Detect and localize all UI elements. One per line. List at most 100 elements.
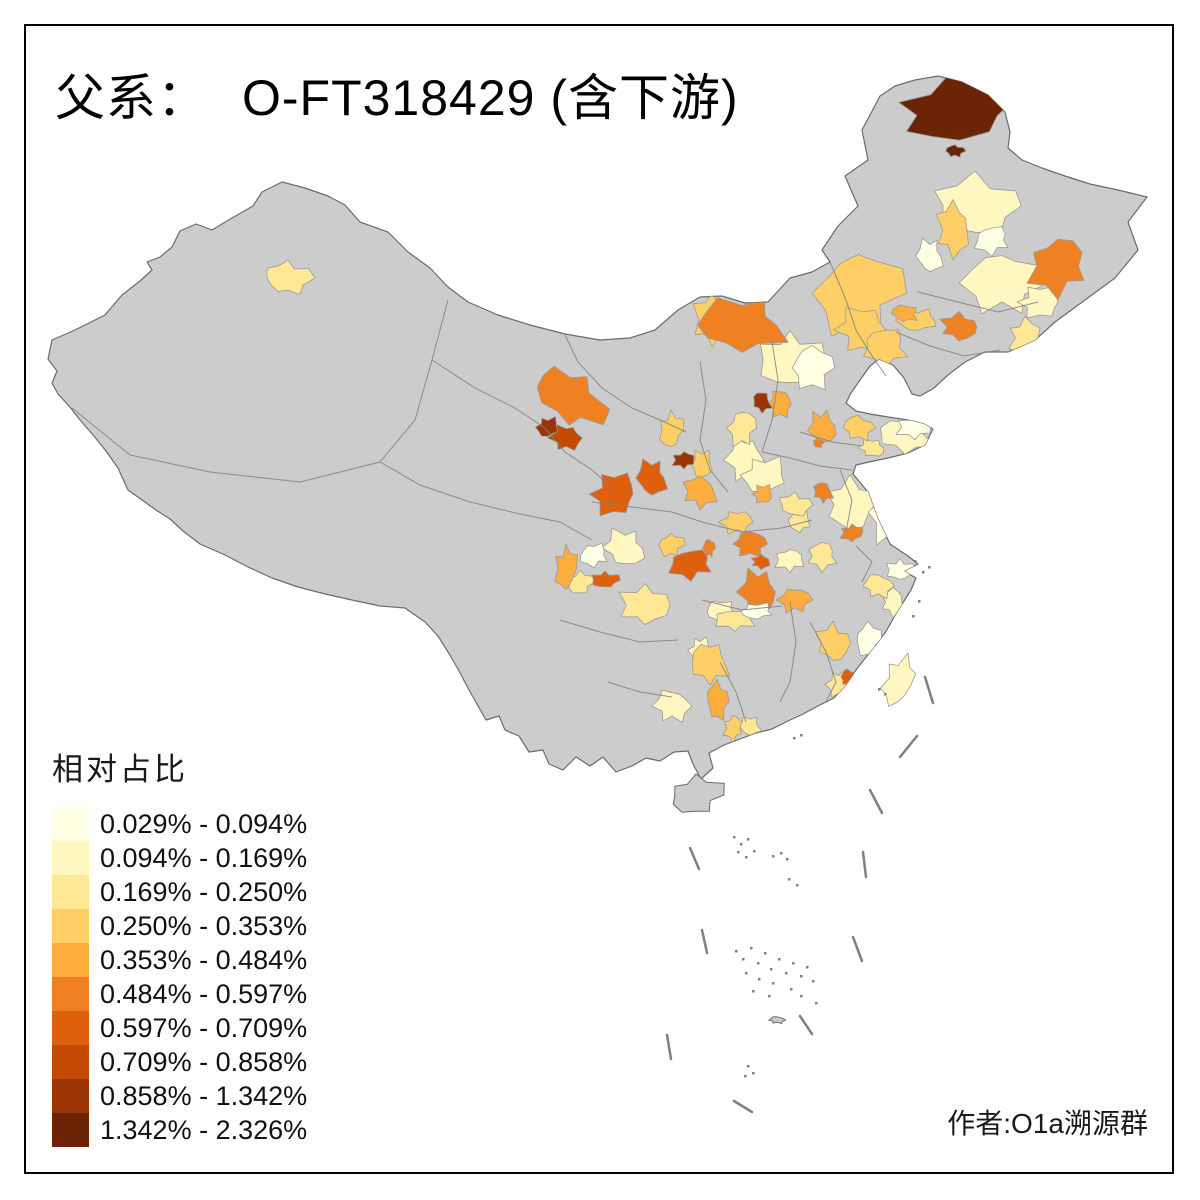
islet-speck — [878, 688, 881, 691]
islet-speck — [742, 958, 745, 961]
islet-speck — [922, 571, 925, 574]
province-border-line — [701, 599, 783, 611]
map-region — [722, 714, 742, 743]
map-region — [880, 652, 917, 707]
legend-label: 0.858% - 1.342% — [100, 1081, 308, 1111]
map-region — [671, 451, 695, 470]
islet-speck — [764, 952, 767, 955]
legend-item: 0.029% - 0.094% — [52, 807, 307, 841]
sea-boundary-dash — [898, 734, 919, 759]
islet-speck — [770, 968, 773, 971]
province-border-line — [379, 461, 593, 541]
legend-label: 0.597% - 0.709% — [100, 1013, 308, 1043]
islet-speck — [884, 693, 887, 696]
legend-label: 1.342% - 2.326% — [100, 1115, 308, 1145]
legend-label: 0.353% - 0.484% — [100, 945, 308, 975]
map-region — [751, 484, 772, 504]
province-borders — [71, 261, 1039, 723]
map-region — [973, 226, 1009, 257]
map-region — [1026, 238, 1085, 301]
title-haplogroup: O-FT318429 (含下游) — [242, 70, 739, 126]
map-region — [635, 458, 668, 496]
islet-speck — [806, 966, 809, 969]
islet-speck — [778, 958, 781, 961]
map-region — [826, 474, 875, 531]
province-border-line — [799, 431, 863, 447]
map-region — [554, 543, 578, 590]
islands — [672, 652, 917, 1025]
map-region — [618, 583, 671, 625]
legend-item: 0.353% - 0.484% — [52, 943, 307, 977]
province-border-line — [699, 361, 729, 493]
page-title: 父系： O-FT318429 (含下游) — [55, 58, 739, 130]
map-region — [668, 549, 712, 582]
map-region — [862, 574, 895, 600]
attribution-text: 作者:O1a溯源群 — [947, 1108, 1148, 1139]
gray-island — [672, 773, 725, 813]
islet-speck — [747, 1065, 750, 1068]
islet-speck — [928, 566, 931, 569]
prefecture-regions — [266, 76, 1085, 743]
mainland-landmass — [47, 75, 1148, 780]
islet-speck — [752, 1072, 755, 1075]
legend-title: 相对占比 — [52, 752, 188, 787]
islet-speck — [772, 982, 775, 985]
province-border-line — [719, 661, 747, 723]
legend-label: 0.709% - 0.858% — [100, 1047, 308, 1077]
china-outline — [47, 75, 1148, 780]
map-region — [691, 644, 730, 686]
province-border-line — [829, 261, 887, 377]
legend-item: 1.342% - 2.326% — [52, 1113, 307, 1147]
legend-item: 0.250% - 0.353% — [52, 909, 307, 943]
islet-speck — [753, 850, 756, 853]
map-region — [806, 409, 837, 445]
map-region — [863, 329, 909, 370]
islet-speck — [768, 995, 771, 998]
sea-boundary-dash — [798, 1014, 814, 1036]
islet-speck — [733, 836, 736, 839]
legend: 相对占比 0.029% - 0.094% 0.094% - 0.169% 0.169… — [52, 744, 307, 1147]
map-region — [702, 539, 717, 558]
map-region — [935, 199, 969, 261]
legend-swatch — [52, 909, 89, 943]
legend-label: 0.094% - 0.169% — [100, 843, 308, 873]
islet-speck — [737, 851, 740, 854]
province-border-line — [761, 341, 779, 453]
sea-boundary-dash — [665, 1033, 673, 1061]
province-border-line — [71, 299, 449, 483]
map-region — [266, 259, 316, 295]
islet-speck — [800, 995, 803, 998]
islet-speck — [800, 734, 803, 737]
legend-label: 0.484% - 0.597% — [100, 979, 308, 1009]
province-border-line — [761, 451, 853, 471]
legend-swatch — [52, 1113, 89, 1147]
sea-boundary-dash — [923, 675, 935, 705]
nine-dash-line — [665, 560, 935, 1114]
map-region — [775, 588, 814, 614]
province-border-line — [701, 519, 813, 533]
islet-speck — [745, 972, 748, 975]
map-region — [813, 482, 834, 504]
legend-item: 0.858% - 1.342% — [52, 1079, 307, 1113]
legend-swatch — [52, 1045, 89, 1079]
islet-speck — [792, 962, 795, 965]
legend-label: 0.169% - 0.250% — [100, 877, 308, 907]
legend-item: 0.169% - 0.250% — [52, 875, 307, 909]
islet-speck — [735, 950, 738, 953]
islet-speck — [780, 852, 783, 855]
legend-swatch — [52, 807, 89, 841]
legend-swatch — [52, 1011, 89, 1045]
map-region — [807, 542, 838, 573]
map-region — [536, 365, 611, 426]
legend-item: 0.484% - 0.597% — [52, 977, 307, 1011]
province-border-line — [591, 501, 703, 523]
islet-speck — [750, 947, 753, 950]
province-border-line — [855, 545, 873, 583]
sea-boundary-dash — [732, 1099, 754, 1114]
islet-speck — [772, 855, 775, 858]
province-border-line — [564, 334, 687, 433]
legend-item: 0.709% - 0.858% — [52, 1045, 307, 1079]
islet-speck — [914, 560, 917, 563]
islet-speck — [796, 884, 799, 887]
